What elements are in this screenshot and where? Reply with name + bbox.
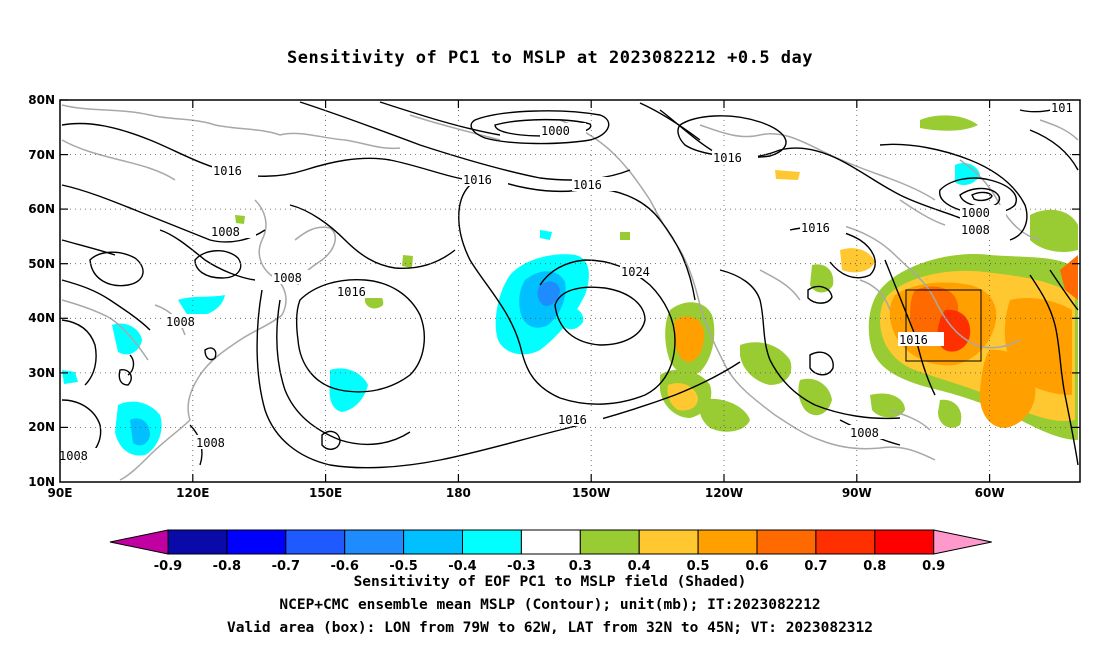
colorbar-tick-label: -0.6 [330,559,358,574]
colorbar-swatch [403,529,464,555]
svg-text:1000: 1000 [541,124,570,138]
svg-text:1008: 1008 [961,223,990,237]
gridlines [60,100,1080,482]
svg-text:1016: 1016 [463,173,492,187]
lon-label: 90E [48,486,73,500]
colorbar-tick-label: -0.9 [154,559,182,574]
colorbar-swatch [226,529,287,555]
colorbar-tick-label: -0.8 [213,559,241,574]
svg-text:1016: 1016 [713,151,742,165]
colorbar-tick-label: -0.7 [272,559,300,574]
colorbar-swatch [697,529,758,555]
svg-text:1016: 1016 [801,221,830,235]
lat-label: 60N [28,202,55,216]
svg-text:1016: 1016 [899,333,928,347]
colorbar-swatch [579,529,640,555]
colorbar: -0.9 -0.8 -0.7 -0.6 -0.5 -0.4 -0.3 0.3 0.4 0.5 0.6… [109,529,992,574]
svg-text:1008: 1008 [211,225,240,239]
colorbar-swatch [285,529,346,555]
colorbar-tick-label: 0.3 [569,559,592,574]
svg-text:1008: 1008 [196,436,225,450]
contour-labels: 1000 1016 1016 1016 1016 1008 1008 1016 … [58,100,1078,463]
colorbar-low-arrow [109,529,169,555]
colorbar-swatch [462,529,522,555]
svg-text:1016: 1016 [573,178,602,192]
svg-text:1024: 1024 [621,265,650,279]
colorbar-tick-label: 0.7 [804,559,827,574]
colorbar-tick-label: -0.3 [507,559,535,574]
caption-line-1: Sensitivity of EOF PC1 to MSLP field (Sh… [353,574,747,590]
lat-label: 80N [28,93,55,107]
lon-label: 120W [705,486,743,500]
colorbar-tick-label: 0.8 [863,559,886,574]
lon-label: 150W [572,486,610,500]
colorbar-swatch [874,529,935,555]
lon-label: 60W [975,486,1005,500]
svg-text:1008: 1008 [166,315,195,329]
svg-text:1008: 1008 [850,426,879,440]
lat-label: 40N [28,311,55,325]
chart-title: Sensitivity of PC1 to MSLP at 2023082212… [286,48,813,68]
lat-label: 10N [28,475,55,489]
lat-label: 30N [28,366,55,380]
svg-text:1016: 1016 [213,164,242,178]
colorbar-tick-label: 0.6 [745,559,768,574]
caption-line-3: Valid area (box): LON from 79W to 62W, L… [226,620,873,636]
valid-area-box [905,289,982,362]
lat-label: 20N [28,420,55,434]
colorbar-tick-label: 0.5 [687,559,710,574]
svg-text:1016: 1016 [558,413,587,427]
colorbar-tick-label: 0.9 [922,559,945,574]
lat-label: 70N [28,148,55,162]
colorbar-swatch [815,529,876,555]
lon-label: 90W [842,486,872,500]
svg-text:1000: 1000 [961,206,990,220]
longitude-labels: 90E 120E 150E 180 150W 120W 90W 60W [48,486,1005,500]
svg-text:101: 101 [1051,101,1073,115]
lon-label: 150E [309,486,342,500]
colorbar-swatch [520,529,581,555]
lat-label: 50N [28,257,55,271]
map-frame [59,99,1081,483]
colorbar-swatch [638,529,699,555]
colorbar-swatch [344,529,405,555]
colorbar-swatch [756,529,817,555]
colorbar-tick-label: -0.4 [448,559,476,574]
latitude-labels: 80N 70N 60N 50N 40N 30N 20N 10N [28,93,55,489]
svg-text:1008: 1008 [59,449,88,463]
colorbar-tick-label: 0.4 [628,559,651,574]
colorbar-tick-label: -0.5 [389,559,417,574]
lon-label: 120E [176,486,209,500]
lon-label: 180 [446,486,471,500]
colorbar-swatch [167,529,228,555]
svg-text:1016: 1016 [337,285,366,299]
colorbar-high-arrow [933,529,992,555]
caption-line-2: NCEP+CMC ensemble mean MSLP (Contour); u… [279,597,821,613]
svg-text:1008: 1008 [273,271,302,285]
